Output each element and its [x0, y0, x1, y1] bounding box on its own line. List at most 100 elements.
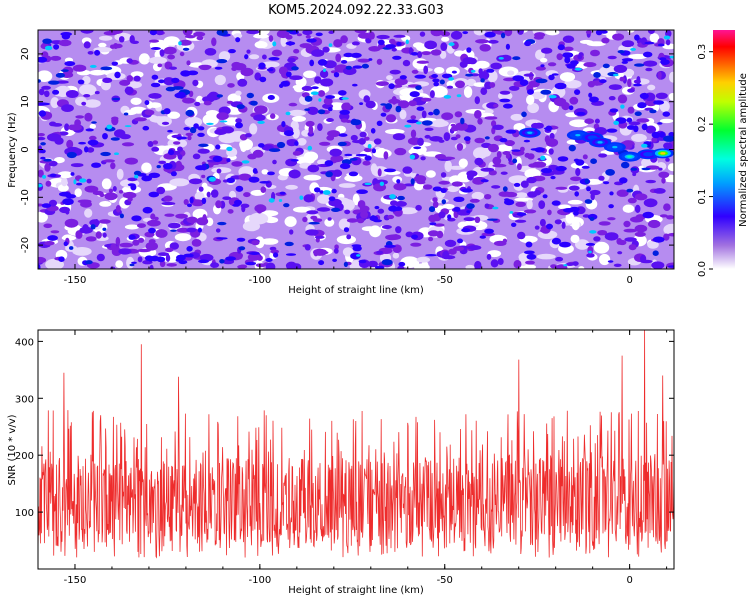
- heatmap-cell: [148, 172, 161, 178]
- heatmap-cell: [550, 175, 556, 180]
- heatmap-cell: [231, 161, 243, 167]
- heatmap-cell: [331, 207, 341, 212]
- heatmap-cell: [118, 190, 124, 194]
- heatmap-cell: [607, 217, 616, 221]
- heatmap-cell: [114, 43, 123, 49]
- heatmap-cell: [78, 84, 97, 96]
- heatmap-cell: [111, 247, 122, 256]
- heatmap-cell: [142, 125, 150, 131]
- heatmap-cell: [577, 54, 583, 60]
- heatmap-cell: [383, 151, 389, 160]
- heatmap-cell: [253, 33, 269, 39]
- heatmap-cell: [421, 97, 432, 102]
- heatmap-cell: [434, 67, 445, 74]
- heatmap-cell: [41, 51, 49, 58]
- heatmap-cell: [624, 237, 637, 242]
- heatmap-cell: [319, 190, 324, 194]
- heatmap-cell: [165, 247, 174, 253]
- heatmap-cell: [608, 84, 623, 90]
- heatmap-cell: [318, 260, 325, 266]
- heatmap-cell: [226, 146, 233, 152]
- heatmap-cell: [458, 158, 468, 168]
- heatmap-cell: [411, 234, 418, 240]
- heatmap-cell: [44, 45, 53, 51]
- heatmap-cell: [304, 108, 310, 111]
- heatmap-cell: [333, 39, 343, 48]
- heatmap-cell: [492, 124, 504, 130]
- heatmap-cell: [341, 97, 349, 100]
- heatmap-cell: [435, 154, 446, 160]
- heatmap-cell: [332, 169, 343, 177]
- heatmap-cell: [55, 72, 65, 78]
- heatmap-cell: [186, 227, 197, 233]
- heatmap-cell: [556, 53, 563, 61]
- heatmap-cell: [402, 166, 413, 174]
- heatmap-cell: [542, 194, 548, 199]
- heatmap-cell: [564, 56, 571, 64]
- heatmap-cell: [380, 112, 387, 117]
- heatmap-cell: [356, 189, 368, 194]
- heatmap-cell: [559, 72, 576, 82]
- heatmap-cell: [253, 105, 268, 114]
- heatmap-cell: [175, 160, 182, 169]
- heatmap-cell: [376, 34, 390, 40]
- heatmap-cell: [553, 97, 567, 107]
- heatmap-cell: [322, 68, 327, 73]
- signal-point: [612, 145, 618, 149]
- heatmap-cell: [462, 57, 476, 65]
- heatmap-cell: [368, 58, 373, 61]
- heatmap-cell: [473, 30, 486, 36]
- heatmap-cell: [432, 201, 439, 208]
- heatmap-cell: [344, 153, 353, 157]
- heatmap-cell: [52, 89, 60, 95]
- heatmap-cell: [511, 149, 521, 152]
- heatmap-cell: [62, 198, 74, 206]
- heatmap-cell: [38, 102, 51, 106]
- snr-series-line: [38, 330, 674, 559]
- signal-point: [575, 133, 581, 137]
- heatmap-cell: [527, 153, 535, 160]
- heatmap-cell: [478, 71, 490, 80]
- heatmap-cell: [627, 88, 635, 93]
- heatmap-cell: [234, 199, 242, 206]
- heatmap-cell: [601, 37, 610, 44]
- heatmap-cell: [75, 115, 85, 119]
- heatmap-cell: [490, 62, 503, 70]
- heatmap-cell: [147, 141, 154, 147]
- heatmap-cell: [663, 135, 674, 142]
- heatmap-cell: [324, 160, 334, 167]
- heatmap-cell: [57, 184, 69, 192]
- heatmap-cell: [191, 239, 202, 247]
- heatmap-cell: [331, 188, 337, 194]
- heatmap-cell: [78, 141, 86, 145]
- heatmap-cell: [155, 30, 164, 36]
- colorbar-gradient: [713, 30, 735, 269]
- heatmap-cell: [377, 168, 382, 177]
- x-tick-label: -50: [437, 575, 453, 586]
- heatmap-cell: [281, 121, 286, 128]
- heatmap-cell: [428, 111, 434, 116]
- heatmap-cell: [398, 100, 410, 109]
- heatmap-cell: [466, 210, 471, 214]
- heatmap-cell: [151, 146, 160, 152]
- heatmap-cell: [510, 113, 524, 121]
- heatmap-cell: [631, 133, 647, 142]
- heatmap-cell: [292, 115, 306, 122]
- heatmap-cell: [663, 223, 674, 236]
- heatmap-cell: [643, 60, 658, 67]
- heatmap-cell: [439, 79, 445, 85]
- x-tick-label: 0: [626, 275, 632, 286]
- heatmap-cell: [376, 250, 384, 255]
- heatmap-cell: [535, 78, 548, 84]
- heatmap-cell: [341, 102, 351, 112]
- heatmap-cell: [432, 186, 443, 192]
- heatmap-cell: [587, 81, 596, 88]
- heatmap-cell: [663, 203, 671, 211]
- heatmap-cell: [148, 93, 162, 99]
- heatmap-cell: [343, 227, 350, 233]
- heatmap-cell: [621, 161, 630, 169]
- heatmap-cell: [169, 66, 177, 70]
- heatmap-cell: [131, 215, 142, 222]
- heatmap-cell: [211, 37, 217, 47]
- heatmap-cell: [175, 213, 188, 219]
